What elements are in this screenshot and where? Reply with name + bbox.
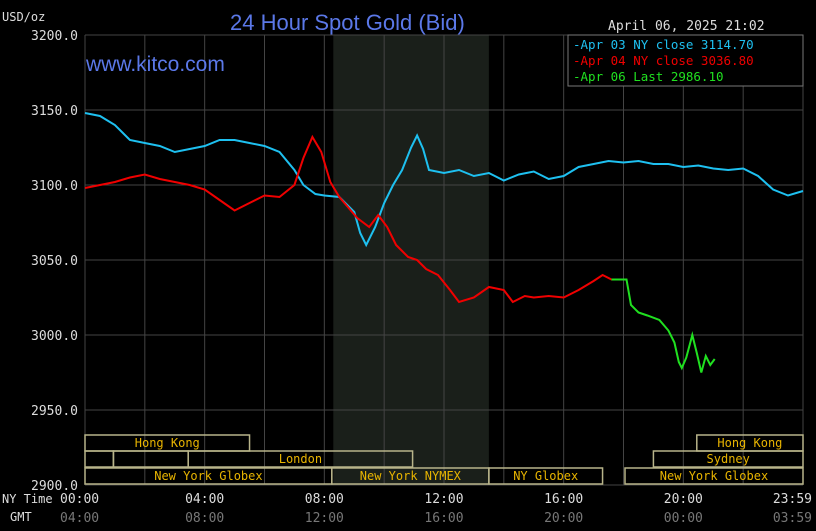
y-tick-label: 2950.0 [31,404,78,419]
x-tick-ny: 23:59 [773,492,812,507]
session-label: Hong Kong [717,436,782,450]
x-tick-gmt: 16:00 [424,511,463,526]
y-tick-label: 3200.0 [31,29,78,44]
x-tick-gmt: 04:00 [60,511,99,526]
session-box [624,467,804,485]
x-tick-ny: 12:00 [424,492,463,507]
y-axis-label: USD/oz [2,10,45,24]
chart-title: 24 Hour Spot Gold (Bid) [230,10,465,35]
timestamp: April 06, 2025 21:02 [608,19,765,34]
session-box [488,467,604,485]
x-tick-gmt: 12:00 [305,511,344,526]
series-line [611,278,716,373]
x-tick-gmt: 00:00 [664,511,703,526]
y-tick-label: 3000.0 [31,329,78,344]
x-row-label-gmt: GMT [10,510,32,524]
session-label: London [279,452,322,466]
series-line [84,112,804,248]
session-label: New York Globex [660,469,768,483]
watermark: www.kitco.com [85,53,225,76]
session-label: New York Globex [154,469,262,483]
x-tick-ny: 04:00 [185,492,224,507]
y-tick-label: 3050.0 [31,254,78,269]
session-box [187,450,414,468]
legend-entry: -Apr 06 Last 2986.10 [573,69,724,84]
y-tick-label: 3150.0 [31,104,78,119]
x-row-label-ny: NY Time [2,492,53,506]
session-label: Sydney [707,452,750,466]
x-tick-gmt: 08:00 [185,511,224,526]
session-label: New York NYMEX [360,469,462,483]
session-label: NY Globex [513,469,578,483]
x-tick-ny: 08:00 [305,492,344,507]
x-tick-ny: 20:00 [664,492,703,507]
session-label: Hong Kong [135,436,200,450]
x-tick-gmt: 20:00 [544,511,583,526]
legend-entry: -Apr 04 NY close 3036.80 [573,53,754,68]
y-tick-label: 2900.0 [31,479,78,494]
x-tick-ny: 00:00 [60,492,99,507]
legend-box [567,34,804,87]
x-tick-ny: 16:00 [544,492,583,507]
y-tick-label: 3100.0 [31,179,78,194]
x-tick-gmt: 03:59 [773,511,812,526]
session-box [696,434,804,452]
legend-entry: -Apr 03 NY close 3114.70 [573,37,754,52]
legend: -Apr 03 NY close 3114.70-Apr 04 NY close… [567,34,804,87]
series-line [84,134,624,304]
